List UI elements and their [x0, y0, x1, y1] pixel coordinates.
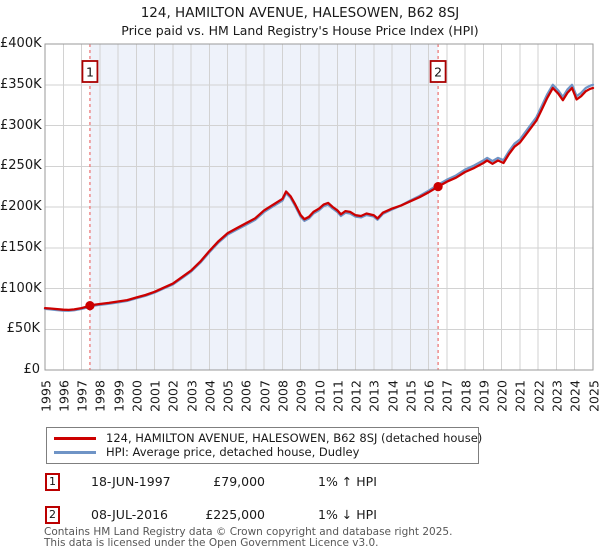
marker-1-flag-label: 1: [86, 65, 94, 80]
x-tick-2023: 2023: [549, 380, 565, 412]
footer-line-2: This data is licensed under the Open Gov…: [44, 537, 379, 549]
x-tick-1999: 1999: [111, 380, 127, 412]
y-tick-£250K: £250K: [0, 158, 42, 174]
x-tick-2018: 2018: [458, 380, 474, 412]
x-tick-1998: 1998: [92, 380, 108, 412]
marker-2-flag: [429, 60, 447, 83]
hpi-line-label: HPI: Average price, detached house, Dudl…: [106, 445, 360, 459]
y-tick-£0: £0: [23, 362, 40, 377]
y-tick-£150K: £150K: [0, 239, 42, 255]
x-tick-2014: 2014: [385, 380, 401, 412]
sale-1-dot: [85, 301, 95, 311]
y-tick-£100K: £100K: [0, 280, 42, 296]
y-tick-£50K: £50K: [6, 321, 40, 337]
sale-1-price: £79,000: [213, 474, 265, 489]
footer-line-1: Contains HM Land Registry data © Crown c…: [44, 526, 453, 538]
x-tick-2024: 2024: [567, 380, 583, 412]
chart-title: 124, HAMILTON AVENUE, HALESOWEN, B62 8SJ: [140, 5, 460, 21]
x-tick-2000: 2000: [129, 380, 145, 412]
y-tick-£350K: £350K: [0, 76, 42, 92]
x-tick-2022: 2022: [531, 380, 547, 412]
price-line-label: 124, HAMILTON AVENUE, HALESOWEN, B62 8SJ…: [106, 431, 483, 445]
sale-2-hpi-delta: 1% ↓ HPI: [318, 507, 377, 522]
x-tick-2008: 2008: [275, 380, 291, 412]
transaction-row-1: 1 18-JUN-1997 £79,000 1% ↑ HPI: [0, 473, 600, 493]
sale-2-dot: [433, 182, 443, 192]
x-tick-2011: 2011: [330, 380, 346, 412]
x-tick-2004: 2004: [202, 380, 218, 412]
x-tick-2009: 2009: [293, 380, 309, 412]
x-tick-2005: 2005: [220, 380, 236, 412]
x-tick-2020: 2020: [494, 380, 510, 412]
x-tick-2025: 2025: [586, 380, 600, 412]
x-tick-2007: 2007: [257, 380, 273, 412]
x-tick-2013: 2013: [366, 380, 382, 412]
x-tick-2017: 2017: [439, 380, 455, 412]
transaction-row-2: 2 08-JUL-2016 £225,000 1% ↓ HPI: [0, 506, 600, 526]
x-tick-2003: 2003: [184, 380, 200, 412]
plot-frame: [44, 43, 594, 371]
price-paid-line: [43, 86, 595, 312]
sale-1-hpi-delta: 1% ↑ HPI: [318, 474, 377, 489]
y-tick-£400K: £400K: [0, 36, 42, 51]
x-tick-2001: 2001: [147, 380, 163, 412]
legend-row-price-paid: 124, HAMILTON AVENUE, HALESOWEN, B62 8SJ…: [54, 431, 482, 445]
marker-1-badge: 1: [45, 473, 60, 491]
x-tick-1995: 1995: [38, 380, 53, 412]
hpi-line-swatch: [54, 450, 96, 454]
x-tick-2021: 2021: [512, 380, 528, 412]
legend: 124, HAMILTON AVENUE, HALESOWEN, B62 8SJ…: [46, 427, 482, 464]
x-tick-1997: 1997: [74, 380, 90, 412]
marker-2-flag-label: 2: [434, 65, 442, 80]
x-tick-2002: 2002: [165, 380, 181, 412]
x-tick-2019: 2019: [476, 380, 492, 412]
marker-2-badge: 2: [45, 506, 60, 524]
x-tick-1996: 1996: [56, 380, 72, 412]
sale-2-date: 08-JUL-2016: [91, 507, 169, 522]
x-tick-2015: 2015: [403, 380, 419, 412]
y-tick-£200K: £200K: [0, 199, 42, 214]
sale-1-date: 18-JUN-1997: [91, 474, 171, 489]
x-tick-2006: 2006: [238, 380, 254, 412]
x-tick-2016: 2016: [421, 380, 437, 412]
marker-1-flag: [81, 60, 99, 83]
chart-subtitle: Price paid vs. HM Land Registry's House …: [121, 23, 479, 38]
legend-row-hpi: HPI: Average price, detached house, Dudl…: [54, 445, 478, 459]
y-tick-£300K: £300K: [0, 117, 42, 133]
x-tick-2012: 2012: [348, 380, 364, 412]
sale-2-price: £225,000: [205, 507, 265, 522]
license-footer: Contains HM Land Registry data © Crown c…: [44, 527, 452, 549]
price-line-swatch: [54, 436, 96, 440]
x-tick-2010: 2010: [312, 380, 327, 412]
